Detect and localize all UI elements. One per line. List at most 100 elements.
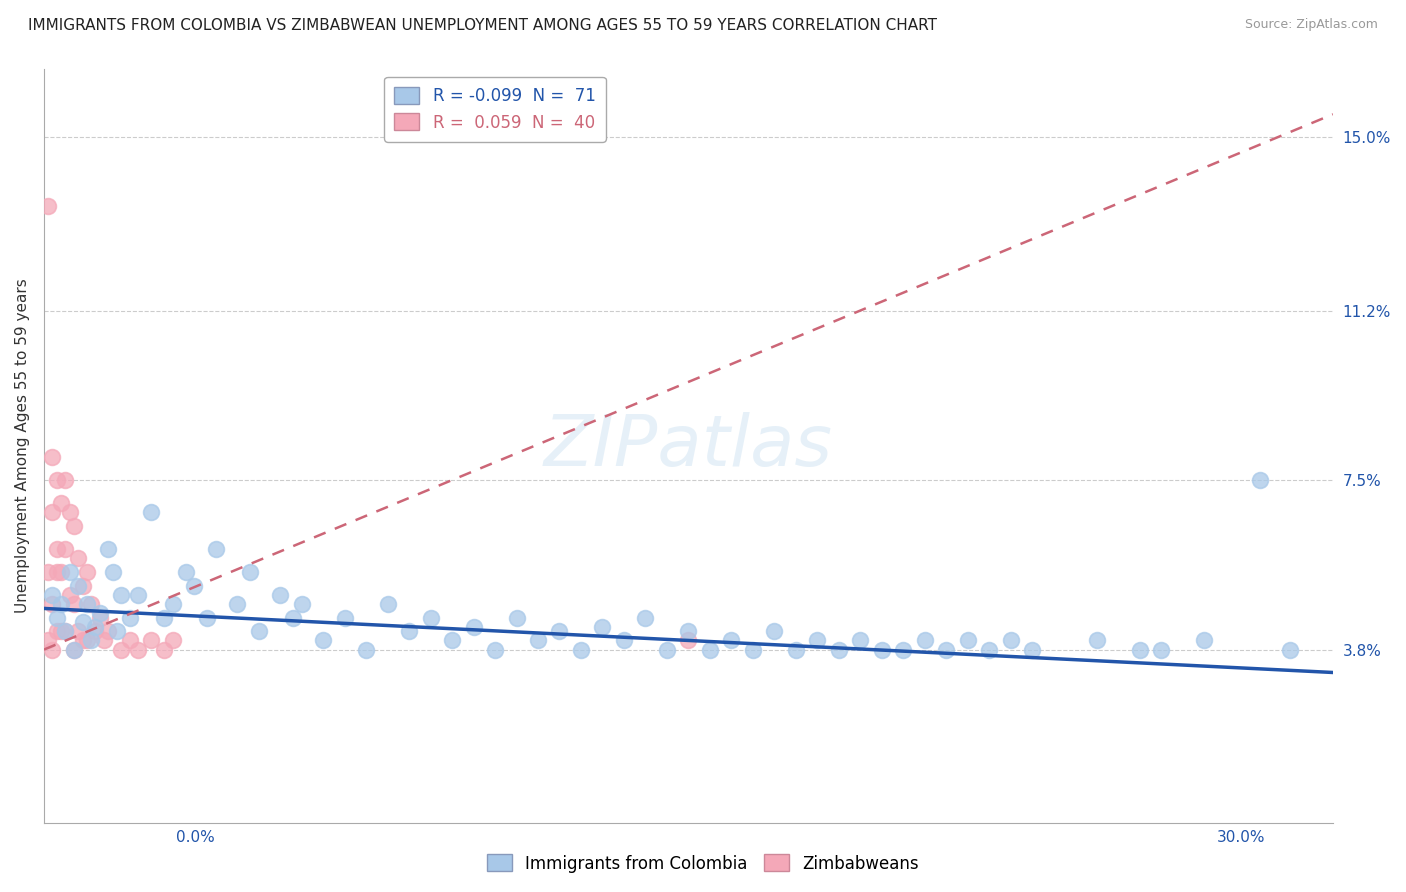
- Point: [53, 541, 76, 556]
- Point: [93, 633, 115, 648]
- Point: [763, 624, 786, 639]
- Point: [67, 578, 90, 592]
- Point: [527, 633, 550, 648]
- Point: [162, 633, 184, 648]
- Point: [153, 610, 176, 624]
- Legend: R = -0.099  N =  71, R =  0.059  N =  40: R = -0.099 N = 71, R = 0.059 N = 40: [384, 77, 606, 142]
- Point: [59, 505, 82, 519]
- Point: [41, 505, 63, 519]
- Point: [76, 565, 98, 579]
- Point: [45, 565, 67, 579]
- Point: [72, 615, 94, 629]
- Point: [828, 642, 851, 657]
- Point: [37, 565, 59, 579]
- Point: [49, 624, 72, 639]
- Point: [141, 505, 163, 519]
- Point: [419, 610, 441, 624]
- Point: [281, 610, 304, 624]
- Point: [97, 541, 120, 556]
- Point: [162, 597, 184, 611]
- Point: [127, 642, 149, 657]
- Point: [63, 642, 86, 657]
- Point: [45, 473, 67, 487]
- Point: [72, 578, 94, 592]
- Text: IMMIGRANTS FROM COLOMBIA VS ZIMBABWEAN UNEMPLOYMENT AMONG AGES 55 TO 59 YEARS CO: IMMIGRANTS FROM COLOMBIA VS ZIMBABWEAN U…: [28, 18, 938, 33]
- Point: [49, 597, 72, 611]
- Point: [1128, 642, 1150, 657]
- Point: [678, 624, 700, 639]
- Point: [613, 633, 636, 648]
- Point: [377, 597, 399, 611]
- Point: [59, 565, 82, 579]
- Point: [505, 610, 527, 624]
- Point: [1000, 633, 1022, 648]
- Point: [63, 519, 86, 533]
- Point: [634, 610, 657, 624]
- Point: [37, 199, 59, 213]
- Point: [41, 642, 63, 657]
- Point: [49, 496, 72, 510]
- Point: [269, 588, 291, 602]
- Point: [247, 624, 270, 639]
- Point: [785, 642, 807, 657]
- Point: [76, 633, 98, 648]
- Point: [569, 642, 592, 657]
- Point: [67, 551, 90, 566]
- Point: [1249, 473, 1271, 487]
- Point: [174, 565, 197, 579]
- Point: [655, 642, 678, 657]
- Point: [548, 624, 571, 639]
- Point: [49, 565, 72, 579]
- Point: [118, 633, 141, 648]
- Point: [105, 624, 128, 639]
- Text: 30.0%: 30.0%: [1218, 830, 1265, 845]
- Point: [101, 565, 124, 579]
- Point: [76, 597, 98, 611]
- Point: [441, 633, 464, 648]
- Point: [239, 565, 262, 579]
- Point: [97, 624, 120, 639]
- Point: [45, 541, 67, 556]
- Point: [37, 633, 59, 648]
- Point: [41, 450, 63, 465]
- Point: [72, 633, 94, 648]
- Point: [398, 624, 420, 639]
- Point: [956, 633, 979, 648]
- Point: [41, 597, 63, 611]
- Text: Source: ZipAtlas.com: Source: ZipAtlas.com: [1244, 18, 1378, 31]
- Point: [870, 642, 893, 657]
- Point: [354, 642, 377, 657]
- Point: [806, 633, 828, 648]
- Point: [41, 588, 63, 602]
- Point: [678, 633, 700, 648]
- Point: [333, 610, 356, 624]
- Point: [1021, 642, 1043, 657]
- Point: [484, 642, 506, 657]
- Point: [80, 633, 103, 648]
- Point: [183, 578, 205, 592]
- Point: [141, 633, 163, 648]
- Point: [63, 642, 86, 657]
- Point: [979, 642, 1001, 657]
- Point: [1278, 642, 1301, 657]
- Point: [118, 610, 141, 624]
- Point: [935, 642, 957, 657]
- Point: [849, 633, 872, 648]
- Point: [53, 624, 76, 639]
- Point: [53, 473, 76, 487]
- Point: [127, 588, 149, 602]
- Point: [110, 588, 132, 602]
- Point: [312, 633, 335, 648]
- Point: [89, 610, 111, 624]
- Point: [89, 606, 111, 620]
- Point: [153, 642, 176, 657]
- Point: [1192, 633, 1215, 648]
- Point: [59, 588, 82, 602]
- Text: ZIPatlas: ZIPatlas: [544, 411, 832, 481]
- Point: [741, 642, 763, 657]
- Point: [226, 597, 249, 611]
- Point: [53, 624, 76, 639]
- Point: [45, 610, 67, 624]
- Legend: Immigrants from Colombia, Zimbabweans: Immigrants from Colombia, Zimbabweans: [481, 847, 925, 880]
- Point: [80, 597, 103, 611]
